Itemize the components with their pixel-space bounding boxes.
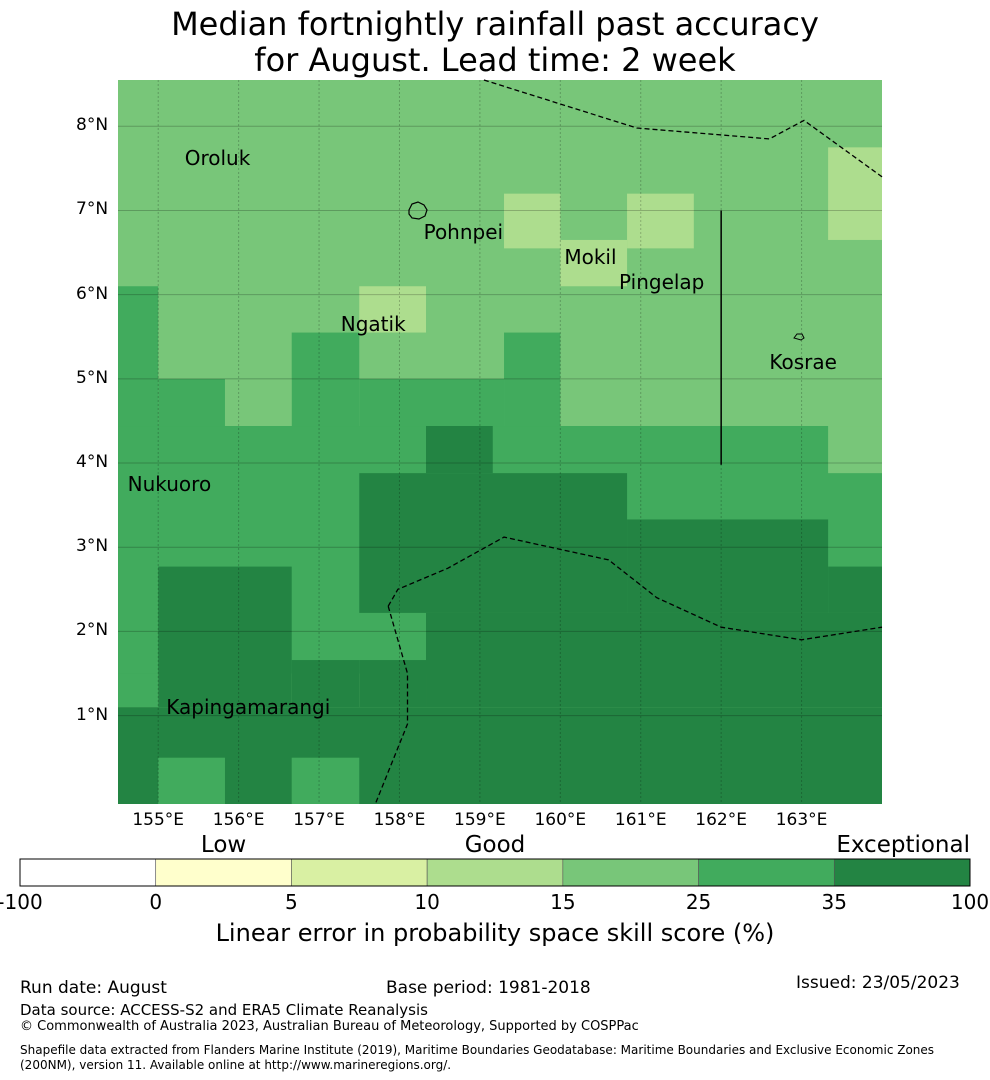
colorbar-frame: [19, 858, 971, 887]
grid-cell: [158, 757, 225, 804]
place-label-mokil: Mokil: [564, 244, 617, 269]
y-tick-label: 5°N: [76, 367, 109, 388]
colorbar-segment: [291, 858, 428, 887]
colorbar-tick-label: 35: [821, 890, 848, 914]
colorbar-tick-label: 10: [414, 890, 440, 914]
colorbar-segment: [698, 858, 835, 887]
grid-cell: [504, 332, 561, 427]
grid-cell: [158, 566, 292, 708]
colorbar-label: Linear error in probability space skill …: [215, 919, 775, 947]
skill-map[interactable]: [0, 0, 990, 830]
colorbar-tick-label: -100: [0, 890, 43, 914]
x-tick-label: 156°E: [212, 810, 265, 830]
colorbar-tick-label: 100: [950, 890, 990, 914]
grid-cell: [359, 473, 628, 613]
y-tick-label: 1°N: [76, 704, 109, 725]
y-tick-label: 2°N: [76, 620, 109, 641]
shapefile-credit-line2: (200NM), version 11. Available online at…: [20, 1058, 452, 1072]
grid-cell: [224, 378, 292, 427]
colorbar-segment: [19, 858, 157, 887]
x-tick-label: 161°E: [614, 810, 667, 830]
colorbar-tick-label: 5: [285, 890, 298, 914]
colorbar-tick-label: 25: [685, 890, 712, 914]
grid-cell: [359, 660, 427, 708]
colorbar-segment: [562, 858, 699, 887]
grid-cell: [426, 426, 493, 474]
colorbar-category-exceptional: Exceptional: [836, 832, 970, 858]
grid-cell: [118, 707, 882, 804]
grid-cell: [627, 519, 829, 613]
grid-cell: [359, 378, 505, 427]
grid-cell: [828, 566, 882, 613]
colorbar-segment: [155, 858, 292, 887]
grid-cell: [504, 193, 561, 249]
y-tick-label: 4°N: [76, 452, 109, 473]
grid-cell: [291, 332, 360, 427]
grid-cell: [359, 286, 427, 333]
colorbar-segment: [426, 858, 564, 887]
grid-cell: [291, 660, 360, 708]
x-tick-label: 159°E: [454, 810, 506, 830]
place-label-pingelap: Pingelap: [619, 270, 705, 295]
grid-cell: [627, 193, 694, 249]
place-label-kapingamarangi: Kapingamarangi: [166, 695, 331, 720]
y-tick-label: 7°N: [76, 199, 109, 220]
issued-date: Issued: 23/05/2023: [796, 973, 960, 993]
grid-cell: [560, 239, 628, 287]
chart-title: Median fortnightly rainfall past accurac…: [0, 6, 990, 78]
chart-title-line2: for August. Lead time: 2 week: [254, 41, 736, 79]
x-tick-label: 155°E: [132, 810, 185, 830]
place-label-nukuoro: Nukuoro: [127, 472, 212, 497]
eez-boundary-west: [374, 606, 409, 805]
pohnpei-island-outline: [408, 201, 428, 220]
shapefile-credit-line1: Shapefile data extracted from Flanders M…: [20, 1043, 935, 1057]
colorbar-segment: [833, 858, 971, 887]
colorbar-tick-label: 15: [550, 890, 576, 914]
x-tick-label: 157°E: [293, 810, 345, 830]
x-tick-label: 162°E: [695, 810, 748, 830]
x-tick-label: 160°E: [534, 810, 587, 830]
eez-boundary-central: [387, 536, 883, 641]
colorbar-tick-label: 0: [149, 890, 163, 914]
y-tick-label: 3°N: [76, 536, 109, 557]
colorbar-category-good: Good: [464, 832, 526, 858]
base-period: Base period: 1981-2018: [386, 978, 591, 998]
kosrae-island-outline: [793, 333, 805, 341]
place-label-pohnpei: Pohnpei: [423, 219, 504, 244]
colorbar-category-low: Low: [200, 832, 247, 858]
x-tick-label: 158°E: [373, 810, 426, 830]
chart-title-line1: Median fortnightly rainfall past accurac…: [171, 5, 819, 43]
data-source: Data source: ACCESS-S2 and ERA5 Climate …: [20, 1001, 428, 1019]
grid-cell: [291, 757, 360, 804]
copyright: © Commonwealth of Australia 2023, Austra…: [20, 1019, 639, 1034]
grid-cell: [426, 612, 882, 708]
grid-cell: [828, 426, 882, 474]
place-label-kosrae: Kosrae: [769, 350, 837, 375]
place-label-oroluk: Oroluk: [184, 146, 251, 171]
grid-cell: [828, 147, 882, 240]
y-tick-label: 6°N: [76, 283, 109, 304]
run-date: Run date: August: [20, 978, 167, 998]
place-label-ngatik: Ngatik: [340, 312, 406, 337]
x-tick-label: 163°E: [775, 810, 828, 830]
y-tick-label: 8°N: [76, 115, 109, 136]
eez-boundary-north: [483, 79, 883, 178]
